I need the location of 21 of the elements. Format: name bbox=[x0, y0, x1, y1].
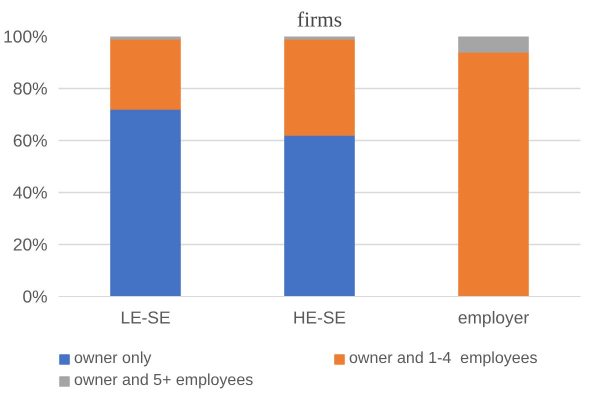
y-tick-label: 0% bbox=[22, 286, 48, 306]
y-tick-label: 40% bbox=[12, 182, 48, 202]
x-tick-label: employer bbox=[458, 308, 530, 328]
bar bbox=[284, 134, 355, 296]
y-tick-label: 80% bbox=[12, 78, 48, 98]
y-tick-label: 60% bbox=[12, 130, 48, 150]
chart-title: firms bbox=[296, 8, 342, 32]
bar bbox=[110, 36, 181, 40]
bar bbox=[458, 52, 529, 296]
x-tick-label: LE-SE bbox=[120, 308, 171, 328]
y-tick-label: 100% bbox=[3, 26, 48, 46]
legend-label: owner only bbox=[74, 350, 152, 368]
bar bbox=[110, 108, 181, 296]
x-tick-label: HE-SE bbox=[293, 308, 346, 328]
y-tick-label: 20% bbox=[12, 234, 48, 254]
bar bbox=[284, 36, 355, 40]
bar bbox=[284, 38, 355, 136]
legend-label: owner and 5+ employees bbox=[74, 372, 254, 390]
legend-label: owner and 1-4 employees bbox=[349, 350, 539, 368]
bar bbox=[110, 38, 181, 110]
bar bbox=[458, 36, 529, 53]
